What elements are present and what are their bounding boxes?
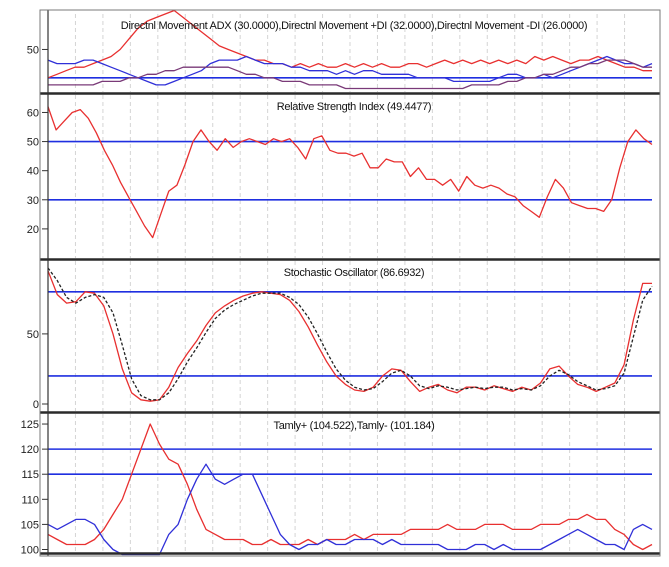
y-tick-label: 115 [21, 469, 39, 481]
y-tick-label: 125 [21, 419, 39, 431]
y-tick-label: 40 [27, 166, 39, 178]
y-tick-label: 120 [21, 444, 39, 456]
series-line-1 [47, 270, 652, 402]
series-line-1 [47, 9, 652, 79]
tamly-panel: 100 105 110 115 120 125 Tamly+ (104.522),Tamly… [21, 414, 660, 556]
y-tick-label: 50 [27, 44, 39, 56]
y-tick-label: 50 [27, 137, 39, 149]
panel-title: Stochastic Oscillator (86.6932) [284, 267, 425, 279]
series-line-3 [48, 59, 652, 90]
y-tick-label: 30 [27, 195, 39, 207]
panel-title: Tamly+ (104.522),Tamly- (101.184) [274, 420, 435, 432]
y-tick-label: 100 [21, 544, 39, 556]
rsi-panel: 20 30 40 50 60 Relative Strength Index (49.44… [27, 95, 660, 261]
stochastic-panel: 0 50 Stochastic Oscillator (86.6932) [27, 261, 660, 414]
series-line-1 [47, 106, 653, 239]
series-line-2 [47, 55, 653, 86]
y-tick-label: 110 [21, 494, 39, 506]
series-line-2 [47, 267, 653, 401]
y-tick-label: 60 [27, 107, 39, 119]
y-tick-label: 105 [21, 519, 39, 531]
panel-title: Directnl Movement ADX (30.0000),Directnl… [121, 20, 587, 32]
series-line-1 [47, 423, 653, 551]
y-tick-label: 20 [27, 224, 39, 236]
dmi-panel: 50 Directnl Movement ADX (30.0000),Direct… [27, 9, 660, 95]
panel-title: Relative Strength Index (49.4477) [277, 101, 432, 113]
y-tick-label: 50 [27, 329, 39, 341]
y-tick-label: 0 [33, 399, 39, 411]
chart-panels: 50 Directnl Movement ADX (30.0000),Direct… [21, 9, 661, 557]
chart-frame [39, 9, 661, 557]
